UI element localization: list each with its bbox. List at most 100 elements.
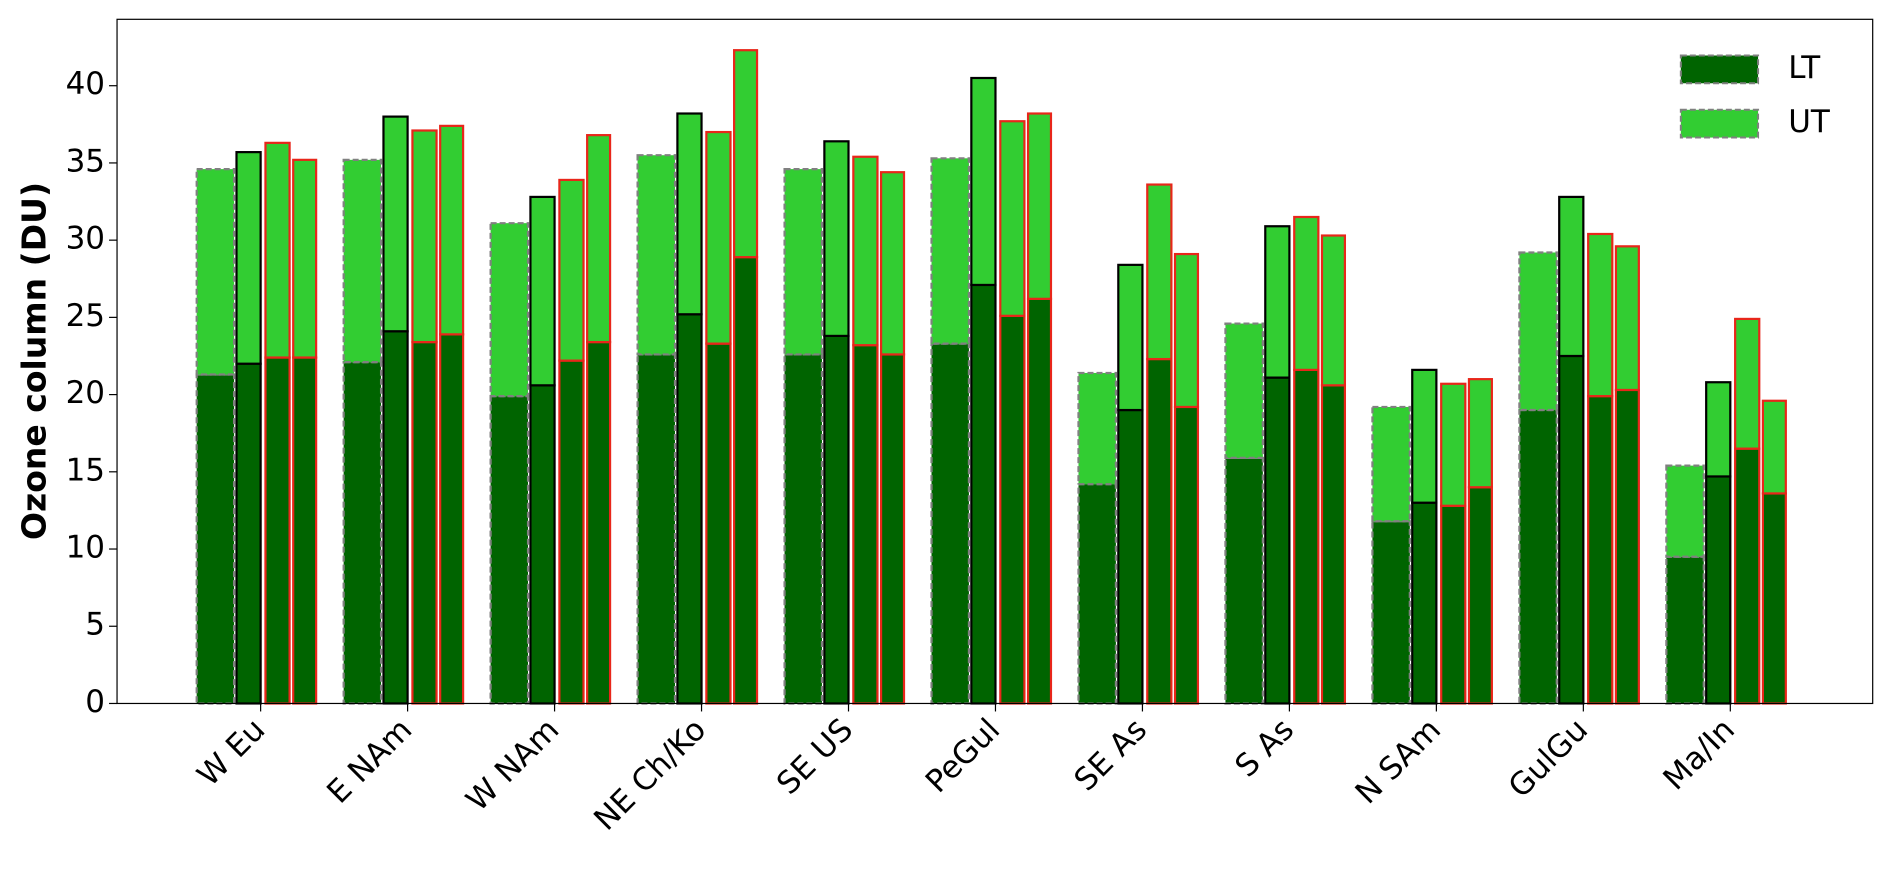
bar-segment (879, 171, 906, 356)
bar-segment (1440, 504, 1467, 705)
y-tick-label: 0 (85, 684, 105, 720)
bar-segment (1264, 225, 1291, 379)
bar-segment (1026, 112, 1053, 300)
bar-segment (1467, 486, 1493, 705)
y-tick-label: 35 (66, 143, 105, 179)
bar-segment (879, 353, 906, 705)
x-tick-label: SE As (1067, 712, 1154, 799)
bar-segment (1371, 520, 1411, 705)
bar-segment (195, 168, 236, 376)
bar-segment (1705, 475, 1732, 705)
bar-segment (1734, 317, 1761, 450)
legend-swatch (1679, 54, 1760, 85)
bar-segment (382, 115, 409, 333)
y-tick-label: 5 (85, 607, 105, 643)
bar-segment (1411, 501, 1438, 705)
bar-segment (1173, 405, 1200, 705)
bar-segment (1117, 408, 1144, 705)
plot-frame (116, 18, 1874, 705)
bar-segment (676, 112, 703, 316)
bar-segment (705, 130, 732, 345)
bar-segment (1440, 382, 1467, 507)
y-axis-label: Ozone column (DU) (15, 182, 54, 540)
bar-segment (1293, 368, 1320, 705)
bar-segment (1146, 357, 1173, 705)
bar-segment (1734, 447, 1761, 705)
bar-segment (1077, 371, 1117, 486)
bar-segment (264, 141, 291, 359)
x-tick-label: S As (1228, 712, 1301, 785)
bar-segment (529, 384, 556, 705)
bar-segment (705, 342, 732, 705)
bar-segment (783, 168, 824, 356)
bar-segment (1705, 381, 1732, 478)
x-tick-label: N SAm (1349, 712, 1448, 811)
x-tick-label: Ma/In (1656, 712, 1742, 798)
bar-segment (1320, 234, 1347, 387)
y-tick-label: 10 (66, 530, 105, 566)
bar-segment (195, 373, 236, 705)
bar-segment (264, 356, 291, 705)
bar-segment (1665, 464, 1705, 558)
bar-segment (489, 222, 530, 398)
x-tick-label: NE Ch/Ko (587, 712, 713, 838)
bar-segment (852, 155, 879, 347)
bar-segment (1371, 405, 1411, 523)
bar-segment (342, 158, 383, 364)
y-tick-label: 15 (66, 452, 105, 488)
bar-segment (1558, 195, 1585, 358)
bar-segment (733, 49, 759, 259)
bar-segment (411, 129, 438, 344)
bar-segment (1587, 395, 1614, 705)
bar-segment (342, 361, 383, 705)
bar-segment (970, 76, 997, 287)
x-tick-label: PeGul (919, 712, 1007, 800)
bar-segment (823, 334, 850, 705)
bar-segment (1224, 456, 1264, 705)
bar-segment (970, 283, 997, 705)
bar-segment (999, 120, 1026, 317)
y-tick-label: 25 (66, 298, 105, 334)
bar-segment (1320, 384, 1347, 705)
bar-segment (1224, 322, 1264, 460)
bar-segment (586, 134, 612, 344)
bar-segment (1117, 263, 1144, 412)
bar-segment (636, 154, 677, 356)
bar-segment (1614, 245, 1640, 392)
bar-segment (676, 313, 703, 705)
bar-segment (235, 362, 262, 705)
bar-segment (823, 140, 850, 338)
bar-segment (1558, 354, 1585, 705)
x-tick-label: W Eu (190, 712, 272, 794)
bar-segment (1665, 555, 1705, 705)
bar-segment (930, 342, 971, 705)
bar-segment (411, 340, 438, 705)
bar-segment (439, 333, 465, 705)
bar-segment (930, 157, 971, 345)
bar-segment (439, 124, 465, 336)
legend-swatch (1679, 108, 1760, 139)
bar-segment (1173, 252, 1200, 409)
bar-segment (1146, 183, 1173, 361)
bar-segment (1761, 399, 1787, 495)
bar-segment (1614, 388, 1640, 705)
bar-segment (586, 340, 612, 705)
y-tick-label: 30 (66, 221, 105, 257)
bar-segment (852, 344, 879, 705)
bar-segment (489, 395, 530, 705)
bar-segment (1026, 297, 1053, 705)
bar-segment (1518, 408, 1558, 705)
legend-label: UT (1788, 104, 1831, 140)
bar-segment (558, 359, 585, 705)
bar-segment (235, 151, 262, 365)
y-tick-label: 40 (66, 66, 105, 102)
bar-segment (292, 356, 318, 705)
bar-segment (1411, 368, 1438, 504)
bar-segment (1264, 376, 1291, 705)
bar-segment (1467, 378, 1493, 489)
x-tick-label: E NAm (320, 712, 419, 811)
bar-segment (999, 314, 1026, 705)
y-tick-label: 20 (66, 375, 105, 411)
bar-segment (1293, 215, 1320, 371)
